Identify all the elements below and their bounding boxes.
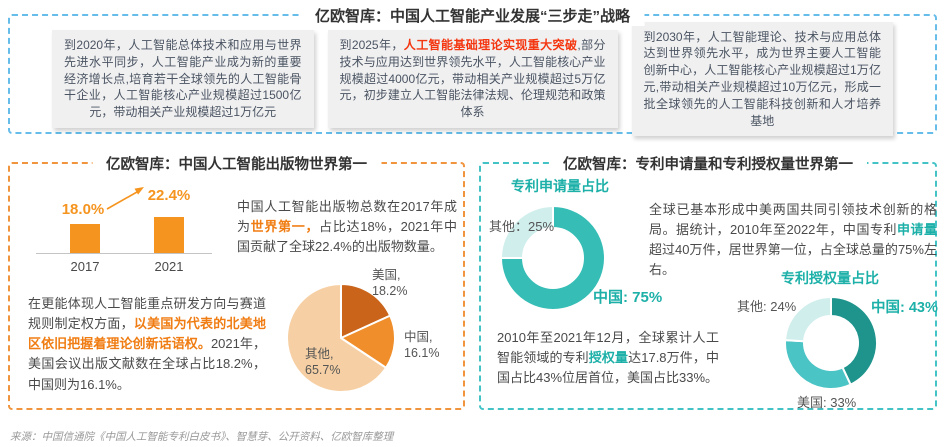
applications-label-other: 其他：25% xyxy=(489,219,555,234)
publications-panel: 亿欧智库：中国人工智能出版物世界第一 18.0% 22.4% 2017 2021… xyxy=(8,153,465,410)
grants-label-china: 中国: 43% xyxy=(871,300,938,316)
publications-text: 中国人工智能出版物总数在2017年成为世界第一，占比达18%，2021年中国贡献… xyxy=(237,199,457,255)
bar-2017 xyxy=(70,224,100,253)
publications-title: 亿欧智库：中国人工智能出版物世界第一 xyxy=(92,153,381,174)
pie-label-us: 美国, 18.2% xyxy=(372,268,408,299)
conference-text: 在更能体现人工智能重点研发方向与赛道规则制定权方面，以美国为代表的北美地区依旧把… xyxy=(28,296,266,392)
milestone-2025: 到2025年，人工智能基础理论实现重大突破,部分技术与应用达到世界领先水平，人工… xyxy=(327,30,618,128)
three-step-strategy-panel: 亿欧智库：中国人工智能产业发展“三步走”战略 到2020年，人工智能总体技术和应… xyxy=(8,5,937,137)
applications-text: 全球已基本形成中美两国共同引领技术创新的格局。据统计，2010年至2022年，中… xyxy=(649,202,937,278)
bar-category-2017: 2017 xyxy=(70,259,100,274)
bar-value-2017: 18.0% xyxy=(61,201,105,218)
grants-subtitle: 专利授权量占比 xyxy=(781,270,879,286)
bar-2021 xyxy=(154,217,184,253)
source-note: 来源：中国信通院《中国人工智能专利白皮书》、智慧芽、公开资料、亿欧智库整理 xyxy=(10,431,394,443)
main-title: 亿欧智库：中国人工智能产业发展“三步走”战略 xyxy=(300,5,645,26)
applications-subtitle: 专利申请量占比 xyxy=(511,178,609,194)
milestone-2020: 到2020年，人工智能总体技术和应用与世界先进水平同步，人工智能产业成为新的重要… xyxy=(52,30,314,128)
growth-arrow-icon xyxy=(106,187,144,210)
publications-bar-chart xyxy=(36,186,212,254)
grants-label-us: 美国: 33% xyxy=(797,395,857,410)
pie-label-other: 其他, 65.7% xyxy=(305,347,341,378)
milestone-2030: 到2030年，人工智能理论、技术与应用总体达到世界领先水平，成为世界主要人工智能… xyxy=(631,21,893,137)
grants-text: 2010年至2021年12月，全球累计人工智能领域的专利授权量达17.8万件，中… xyxy=(497,330,719,386)
patent-grants-donut-chart xyxy=(783,295,879,391)
publications-pie-chart xyxy=(285,282,397,394)
pie-label-china: 中国, 16.1% xyxy=(404,330,440,361)
bar-value-2021: 22.4% xyxy=(147,187,191,204)
patent-applications-donut-chart xyxy=(499,204,607,312)
bar-category-2021: 2021 xyxy=(154,259,184,274)
applications-label-china: 中国: 75% xyxy=(593,289,663,306)
grants-label-other: 其他: 24% xyxy=(737,299,797,314)
patents-title: 亿欧智库：专利申请量和专利授权量世界第一 xyxy=(549,153,867,174)
patents-panel: 亿欧智库：专利申请量和专利授权量世界第一 专利申请量占比 其他：25% 中国: … xyxy=(479,153,938,410)
